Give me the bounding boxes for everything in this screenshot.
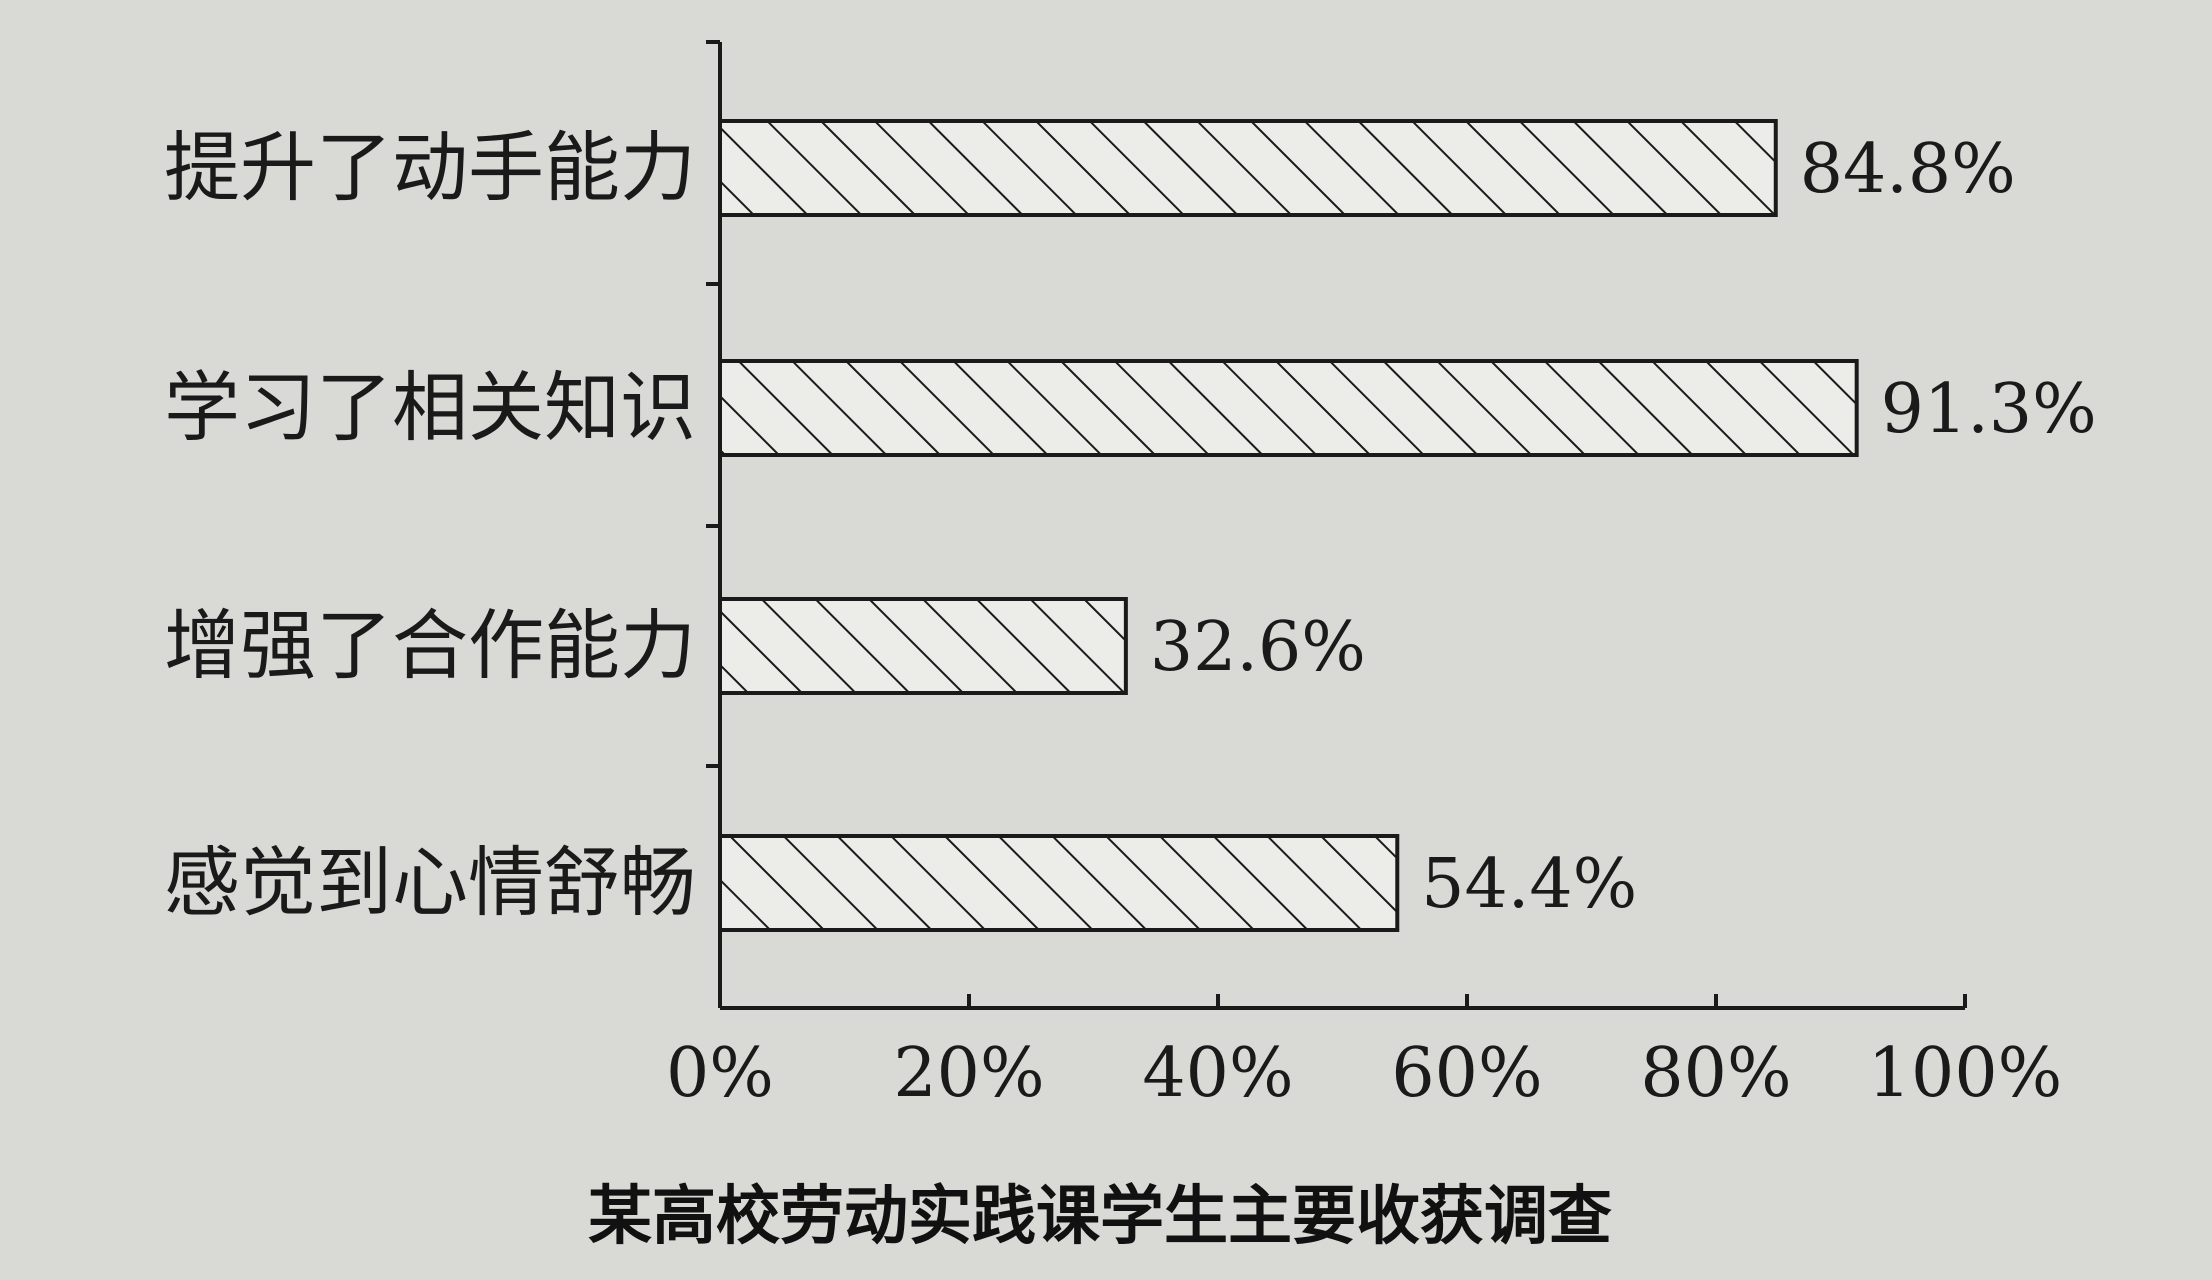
data-label: 32.6%	[1150, 608, 1366, 687]
labels-group: 提升了动手能力 84.8% 学习了相关知识 91.3% 增强了合作能力 32.6% 感觉到心…	[164, 123, 2097, 927]
bar	[718, 119, 1778, 217]
category-label: 增强了合作能力	[164, 601, 696, 690]
category-label: 学习了相关知识	[164, 363, 696, 452]
x-tick-label: 0%	[666, 1034, 774, 1113]
data-label: 54.4%	[1421, 845, 1637, 924]
data-label: 91.3%	[1881, 370, 2097, 449]
bars-group	[718, 119, 1859, 932]
x-tick-label: 20%	[893, 1034, 1044, 1113]
chart-title: 某高校劳动实践课学生主要收获调查	[588, 1180, 1612, 1254]
bar	[718, 834, 1400, 932]
x-tick-label: 80%	[1640, 1034, 1791, 1113]
x-tick-label: 40%	[1142, 1034, 1293, 1113]
x-tick-label: 60%	[1391, 1034, 1542, 1113]
axes: 0% 20% 40% 60% 80% 100%	[666, 40, 2062, 1113]
x-tick-label: 100%	[1868, 1034, 2062, 1113]
data-label: 84.8%	[1800, 130, 2016, 209]
bar	[718, 597, 1128, 695]
bar	[718, 359, 1859, 457]
category-label: 感觉到心情舒畅	[164, 838, 696, 927]
category-label: 提升了动手能力	[164, 123, 696, 212]
